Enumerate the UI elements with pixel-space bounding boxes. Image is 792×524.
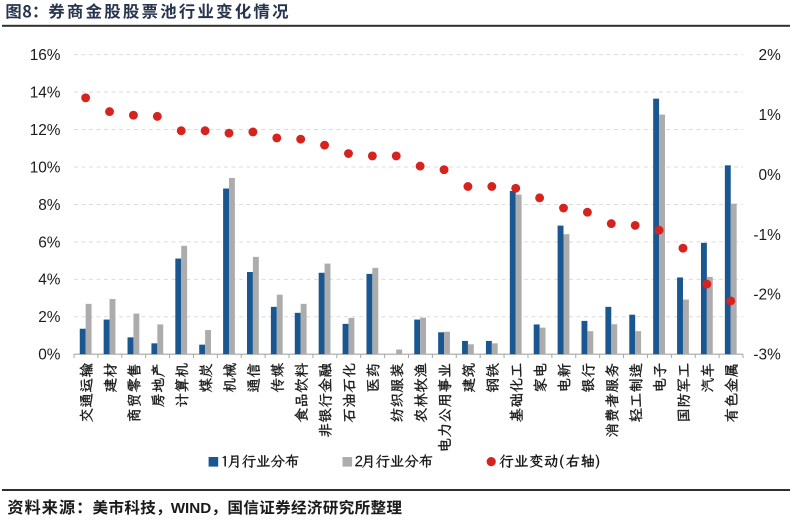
svg-text:-3%: -3% [753,347,781,364]
svg-text:2%: 2% [38,309,61,326]
svg-text:1%: 1% [759,107,782,124]
svg-text:0%: 0% [759,167,782,184]
svg-text:10%: 10% [30,159,61,176]
svg-text:-2%: -2% [753,287,781,304]
svg-text:2%: 2% [759,47,782,64]
svg-text:WIND: WIND [171,500,212,517]
svg-text:12%: 12% [30,122,61,139]
svg-text:14%: 14% [30,85,61,102]
svg-text:16%: 16% [30,47,61,64]
svg-text:8%: 8% [38,197,61,214]
svg-text:6%: 6% [38,234,61,251]
svg-text:-1%: -1% [753,227,781,244]
svg-text:4%: 4% [38,272,61,289]
svg-text:0%: 0% [38,347,61,364]
